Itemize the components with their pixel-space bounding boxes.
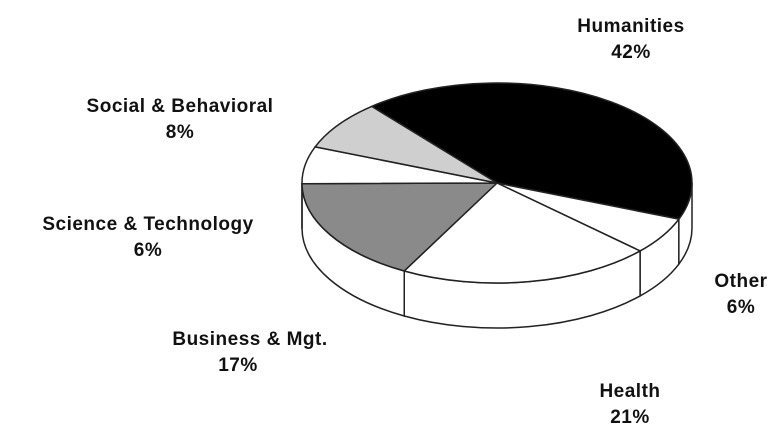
slice [301,182,499,272]
slice-label: Other [714,271,767,292]
slice-label: Social & Behavioral [87,96,274,117]
slice [370,82,693,220]
slice-value-label: 6% [134,240,162,261]
slice-value-label: 42% [611,42,651,63]
slice-value-label: 6% [727,297,755,318]
slice-label: Humanities [577,16,684,37]
slice-label: Health [599,381,660,402]
slice-label: Science & Technology [42,214,253,235]
slice-label: Business & Mgt. [172,329,327,350]
slice [402,182,642,284]
slice-value-label: 8% [166,122,194,143]
slice-value-label: 21% [610,407,650,427]
slice [313,105,498,184]
slice-value-label: 17% [218,355,258,376]
